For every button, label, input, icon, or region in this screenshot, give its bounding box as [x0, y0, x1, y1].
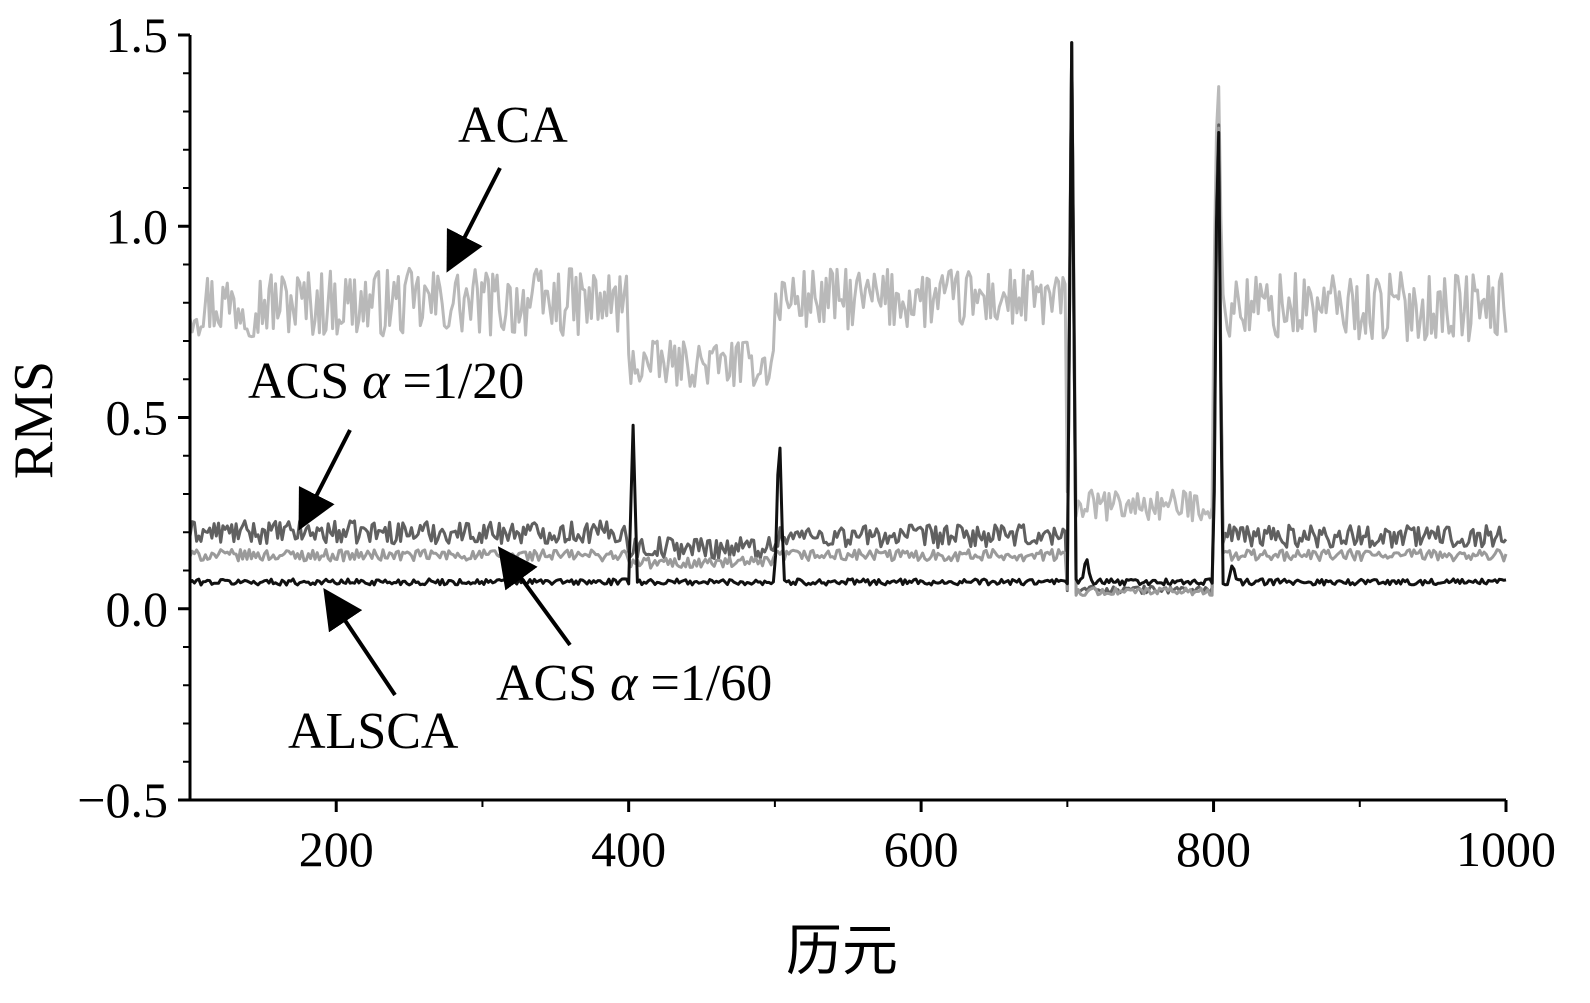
- annotation-aca-arrow: [446, 167, 502, 273]
- y-tick-label: 0.0: [106, 581, 169, 637]
- series-line-acs-1-20: [188, 41, 1508, 595]
- x-tick-label: 400: [591, 821, 666, 877]
- annotation-acs-60-rest: =1/60: [637, 655, 772, 712]
- series-layer: [188, 41, 1508, 597]
- annotations: ACA ACS α =1/20 ACS α =1/60 ALSCA: [248, 97, 772, 760]
- y-tick-label: −0.5: [77, 772, 168, 828]
- x-axis-title: 历元: [786, 921, 898, 983]
- annotation-acs-60-main: ACS: [496, 655, 610, 712]
- annotation-acs-20-label: ACS α =1/20: [248, 353, 524, 410]
- series-line-alsca: [189, 41, 1507, 587]
- y-tick-label: 0.5: [106, 390, 169, 446]
- annotation-alsca-label: ALSCA: [288, 703, 459, 760]
- x-tick-label: 800: [1176, 821, 1251, 877]
- y-tick-label: 1.5: [106, 7, 169, 63]
- annotation-acs-60-label: ACS α =1/60: [496, 655, 772, 712]
- series-line-aca: [188, 41, 1508, 523]
- axes: −0.5 0.0 0.5 1.0 1.5 200 400 600 800 1000: [77, 7, 1556, 877]
- annotation-acs-20-arrow: [298, 429, 352, 531]
- y-axis-title: RMS: [3, 361, 65, 479]
- x-tick-label: 600: [884, 821, 959, 877]
- y-tick-label: 1.0: [106, 198, 169, 254]
- annotation-aca-label: ACA: [458, 97, 568, 154]
- annotation-acs-20-rest: =1/20: [389, 353, 524, 410]
- annotation-acs-20-main: ACS: [248, 353, 362, 410]
- annotation-alsca-arrow: [323, 588, 397, 697]
- x-tick-label: 200: [299, 821, 374, 877]
- y-ticks: −0.5 0.0 0.5 1.0 1.5: [77, 7, 190, 828]
- annotation-acs-60-greek: α: [610, 655, 639, 712]
- annotation-acs-20-greek: α: [362, 353, 391, 410]
- x-ticks: 200 400 600 800 1000: [299, 800, 1556, 877]
- x-tick-label: 1000: [1456, 821, 1556, 877]
- annotation-acs-60-arrow: [497, 546, 572, 647]
- series-line-acs-1-60: [188, 41, 1508, 597]
